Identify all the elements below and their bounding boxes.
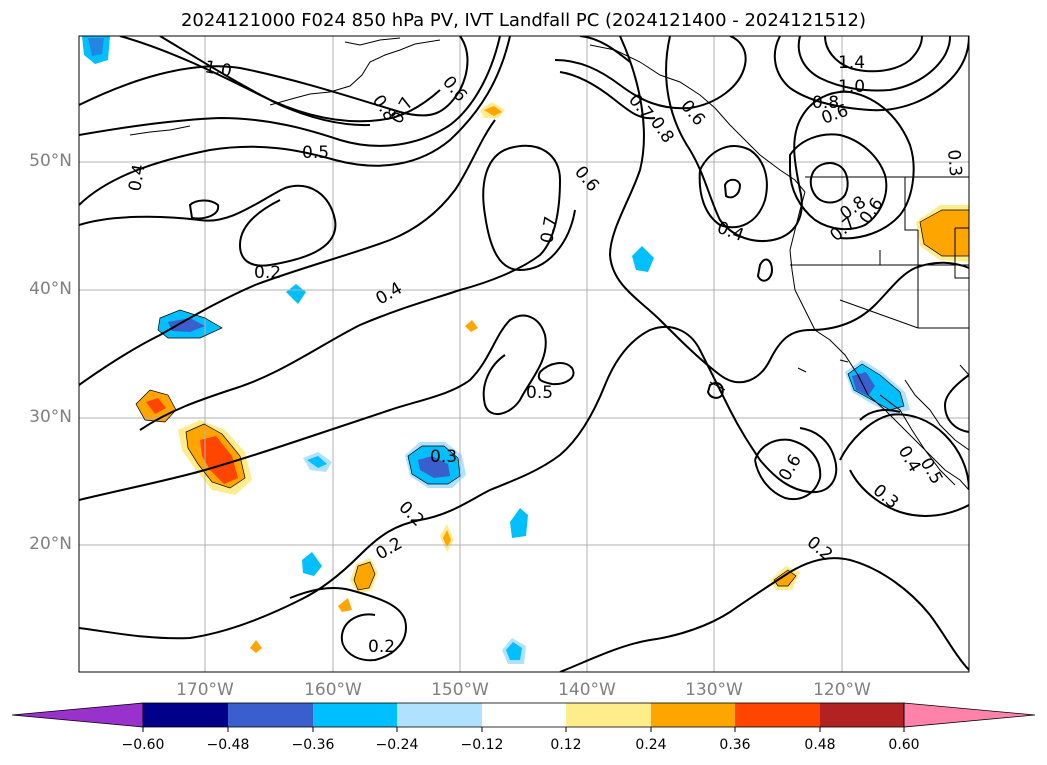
colorbar-tick-label: −0.60 [121, 737, 165, 753]
anomaly-blob [286, 284, 306, 304]
colorbar-segment [566, 703, 651, 727]
colorbar-segment [482, 703, 566, 727]
anomaly-blob [338, 598, 352, 612]
colorbar-segment [228, 703, 313, 727]
anomaly-blob [418, 456, 450, 478]
contour-label: 1.0 [203, 57, 233, 81]
anomaly-blob [250, 640, 262, 653]
lon-label: 130°W [685, 680, 743, 700]
anomaly-blob [920, 210, 969, 256]
colorbar-tick-label: 0.60 [888, 737, 920, 753]
lat-label: 30°N [29, 407, 72, 427]
anomaly-blob [354, 562, 375, 590]
colorbar-tick-label: 0.48 [804, 737, 836, 753]
colorbar-segment [397, 703, 482, 727]
anomaly-blob [484, 106, 502, 116]
lat-label: 40°N [29, 279, 72, 299]
colorbar-extend-high [903, 702, 1036, 728]
colorbar-tick-label: −0.36 [291, 737, 335, 753]
map-border [78, 35, 970, 673]
contour-label: 0.3 [430, 447, 457, 467]
colorbar-segment [313, 703, 397, 727]
contour-label: 0.3 [943, 149, 965, 178]
coastlines [129, 37, 969, 491]
anomaly-blob [200, 436, 238, 484]
lon-label: 140°W [558, 680, 616, 700]
anomaly-blob [443, 530, 451, 547]
colorbar [11, 702, 1036, 732]
anomaly-blob [632, 246, 654, 272]
anomaly-blob [307, 456, 327, 468]
contour-label: 0.2 [368, 637, 395, 657]
contour-label: 0.5 [526, 383, 553, 403]
anomaly-blob [510, 508, 528, 538]
map-area [79, 36, 969, 672]
anomaly-blob [852, 372, 875, 396]
anomaly-blob [465, 320, 478, 332]
contour-label: 0.8 [812, 93, 839, 113]
colorbar-tick-label: −0.24 [375, 737, 419, 753]
lon-label: 150°W [431, 680, 489, 700]
colorbar-tick-label: 0.24 [635, 737, 667, 753]
colorbar-segment [735, 703, 820, 727]
colorbar-extend-low [11, 702, 144, 728]
pv-contours [79, 36, 969, 672]
lon-label: 120°W [813, 680, 871, 700]
anomaly-blob [506, 642, 522, 660]
anomaly-blob [302, 552, 322, 576]
anomaly-blob [774, 570, 796, 586]
colorbar-segment [820, 703, 904, 727]
contour-label: 0.7 [537, 215, 561, 245]
contour-label: 1.0 [838, 77, 865, 97]
anomaly-blob [146, 398, 166, 414]
colorbar-tick-label: 0.12 [550, 737, 582, 753]
lat-label: 20°N [29, 534, 72, 554]
contour-label: 0.4 [125, 163, 149, 193]
anomaly-blob [168, 318, 205, 332]
lat-label: 50°N [29, 151, 72, 171]
colorbar-tick-label: −0.12 [460, 737, 504, 753]
lon-label: 170°W [176, 680, 234, 700]
contour-label: 1.4 [838, 53, 865, 73]
contour-label: 0.5 [302, 143, 329, 163]
contour-label: 0.2 [254, 263, 281, 283]
anomaly-outlines [135, 209, 969, 591]
colorbar-tick-label: −0.48 [206, 737, 250, 753]
anomaly-blob [88, 38, 104, 56]
colorbar-segment [651, 703, 735, 727]
colorbar-segment [143, 703, 228, 727]
map-title: 2024121000 F024 850 hPa PV, IVT Landfall… [180, 10, 867, 31]
graticule [79, 36, 969, 672]
lon-label: 160°W [304, 680, 362, 700]
colorbar-tick-label: 0.36 [719, 737, 751, 753]
